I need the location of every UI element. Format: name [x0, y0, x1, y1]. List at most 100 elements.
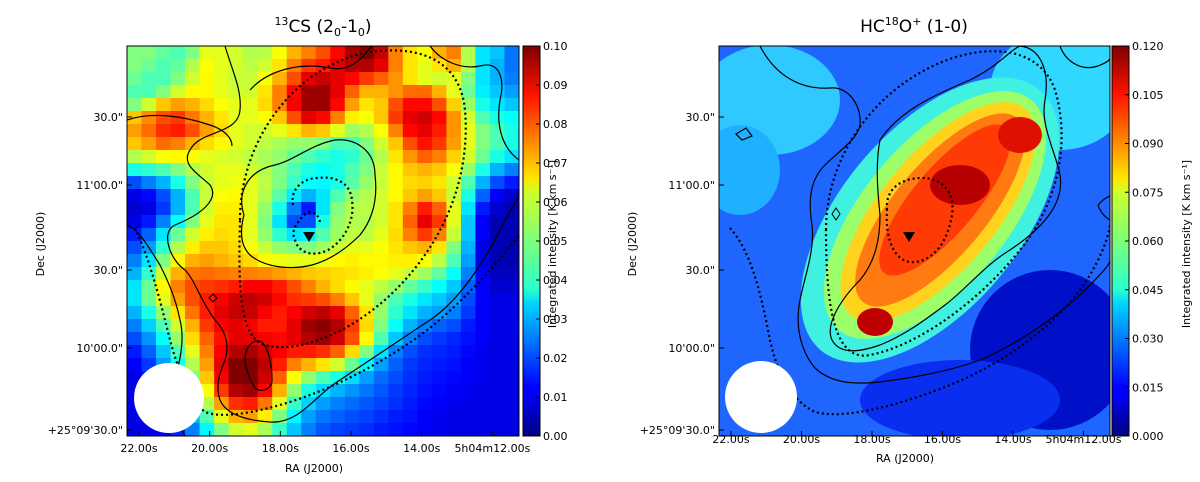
heatmap-cell — [489, 72, 506, 86]
heatmap-cell — [301, 124, 317, 138]
heatmap-cell — [156, 46, 172, 60]
heatmap-cell — [359, 358, 375, 372]
heatmap-cell — [446, 254, 462, 268]
heatmap-cell — [330, 150, 346, 164]
heatmap-cell — [417, 137, 433, 151]
heatmap-cell — [257, 423, 273, 436]
heatmap-cell — [199, 137, 215, 151]
heatmap-cell — [446, 241, 462, 255]
y-ticks: 30.0" 11'00.0" 30.0" 10'00.0" +25°09'30.0" — [640, 111, 724, 437]
x-tick-label: 22.00s — [120, 442, 157, 455]
heatmap-cell — [446, 280, 462, 294]
heatmap-cell — [373, 332, 389, 346]
heatmap-cell — [141, 202, 157, 216]
colorbar-tick-label: 0.120 — [1132, 40, 1164, 53]
heatmap-cell — [431, 137, 448, 151]
heatmap-cell — [286, 85, 302, 99]
heatmap-cell — [185, 176, 201, 190]
heatmap-cell — [402, 384, 418, 398]
heatmap-cell — [243, 85, 259, 99]
heatmap-cell — [315, 163, 331, 177]
heatmap-cell — [359, 59, 375, 73]
colorbar-tick-label: 0.03 — [543, 313, 568, 326]
heatmap-cell — [286, 371, 302, 385]
heatmap-cell — [373, 306, 389, 320]
heatmap-cell — [359, 98, 375, 112]
heatmap-cell — [301, 46, 317, 60]
heatmap-cell — [402, 241, 418, 255]
heatmap-cell — [286, 241, 302, 255]
heatmap-cell — [373, 423, 389, 436]
heatmap-cell — [286, 189, 302, 203]
heatmap-cell — [315, 72, 331, 86]
heatmap-cell — [301, 137, 317, 151]
heatmap-cell — [460, 124, 477, 138]
heatmap-cell — [272, 72, 288, 86]
heatmap-cell — [359, 423, 375, 436]
heatmap-cell — [431, 59, 448, 73]
plot-frame — [126, 45, 520, 437]
heatmap-cell — [315, 423, 331, 436]
heatmap-cell — [460, 423, 477, 436]
heatmap-cell — [127, 46, 143, 60]
heatmap-cell — [402, 345, 418, 359]
heatmap-cell — [460, 306, 477, 320]
heatmap-cell — [460, 241, 477, 255]
heatmap-cell — [417, 345, 433, 359]
heatmap-cell — [446, 150, 462, 164]
heatmap-cell — [228, 176, 244, 190]
heatmap-cell — [156, 150, 172, 164]
heatmap-cell — [373, 280, 389, 294]
heatmap-cell — [141, 319, 157, 333]
heatmap-cell — [127, 150, 143, 164]
heatmap-cell — [359, 332, 375, 346]
heatmap-cell — [330, 345, 346, 359]
heatmap-cell — [330, 189, 346, 203]
heatmap-cell — [359, 72, 375, 86]
heatmap-cell — [243, 150, 259, 164]
heatmap-cell — [156, 163, 172, 177]
heatmap-cell — [301, 163, 317, 177]
heatmap-cell — [388, 410, 404, 424]
heatmap-cell — [402, 410, 418, 424]
heatmap-cell — [373, 137, 389, 151]
heatmap-cell — [141, 150, 157, 164]
heatmap-cell — [417, 410, 433, 424]
heatmap-cell — [301, 371, 317, 385]
heatmap-cell — [446, 137, 462, 151]
heatmap-cell — [489, 111, 506, 125]
heatmap-cell — [460, 254, 477, 268]
heatmap-cell — [185, 46, 201, 60]
heatmap-cell — [127, 319, 143, 333]
heatmap-cell — [344, 397, 360, 411]
colorbar-ticks: 0.10 0.09 0.08 0.07 0.06 0.05 0.04 0.03 0.02 0.01… — [536, 40, 568, 443]
heatmap-cell — [286, 176, 302, 190]
contour-upper-left-solid — [127, 114, 233, 147]
heatmap-cell — [388, 319, 404, 333]
panel-hc18o: HC18O+ (1-0) — [626, 15, 1193, 465]
heatmap-cell — [431, 384, 448, 398]
heatmap-cell — [504, 345, 519, 359]
heatmap-cell — [286, 397, 302, 411]
heatmap-cell — [257, 371, 273, 385]
heatmap-cell — [272, 85, 288, 99]
heatmap-cell — [127, 85, 143, 99]
heatmap-cell — [388, 306, 404, 320]
heatmap-cell — [257, 306, 273, 320]
heatmap-cell — [402, 59, 418, 73]
heatmap-cell — [446, 410, 462, 424]
heatmap-cell — [344, 189, 360, 203]
heatmap-cell — [214, 267, 230, 281]
heatmap-cell — [214, 423, 230, 436]
heatmap-cell — [257, 72, 273, 86]
heatmap-cell — [388, 345, 404, 359]
heatmap-cell — [286, 319, 302, 333]
heatmap-cell — [214, 189, 230, 203]
colorbar-tick-label: 0.00 — [543, 430, 568, 443]
heatmap-cell — [301, 72, 317, 86]
heatmap-cell — [373, 176, 389, 190]
heatmap-cell — [402, 189, 418, 203]
heatmap-cell — [460, 397, 477, 411]
heatmap-cell — [185, 280, 201, 294]
heatmap-cell — [257, 150, 273, 164]
